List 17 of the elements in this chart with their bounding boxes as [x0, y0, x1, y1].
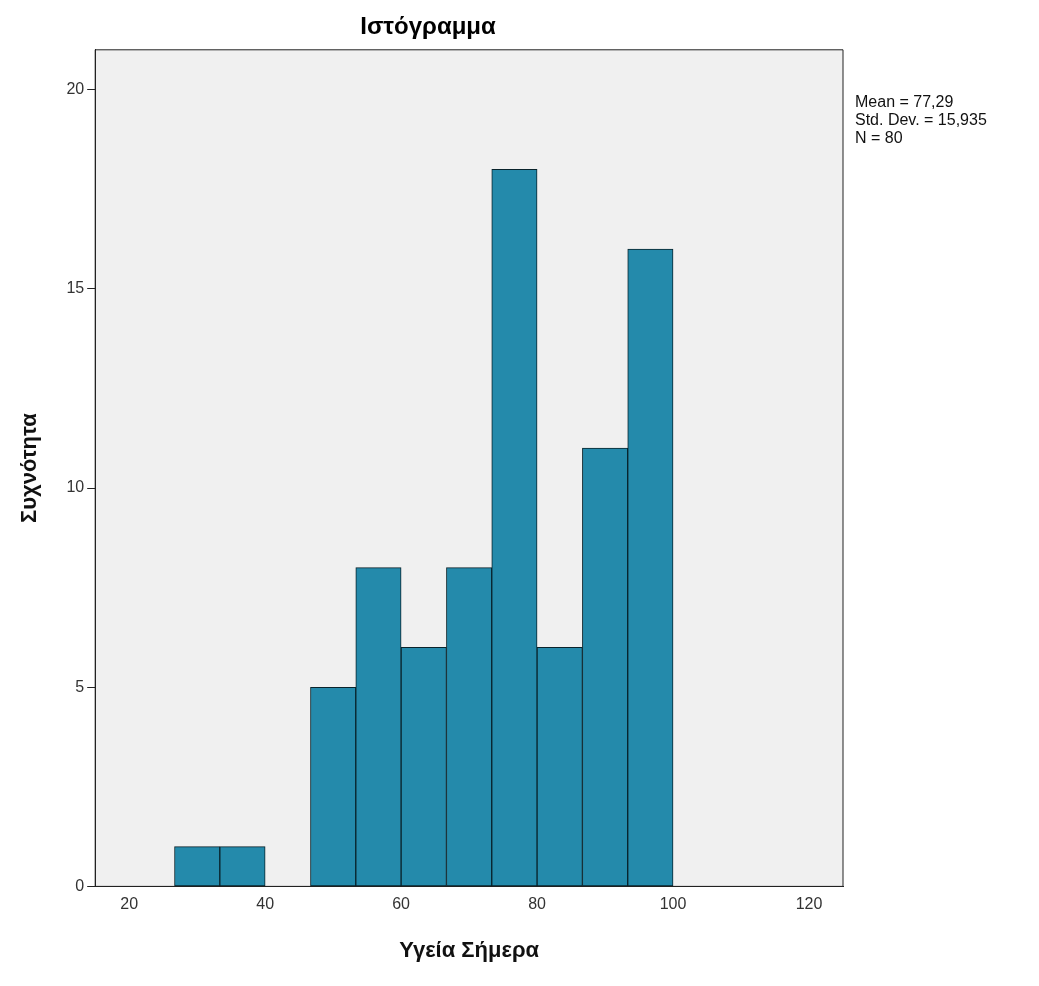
- x-tick-label: 100: [659, 895, 687, 913]
- y-tick-label: 10: [66, 478, 85, 496]
- text: Std. Dev. = 15,935: [855, 111, 987, 129]
- y-tick-label: 15: [66, 279, 85, 297]
- text: Mean = 77,29: [855, 93, 954, 111]
- text: N = 80: [855, 129, 903, 147]
- chart-title: Ιστόγραμμα: [360, 12, 497, 40]
- y-tick-label: 5: [75, 677, 85, 695]
- y-tick-label: 0: [75, 876, 85, 894]
- x-tick-label: 80: [528, 895, 547, 913]
- x-axis-title: Υγεία Σήμερα: [399, 936, 540, 962]
- x-tick-label: 20: [120, 895, 139, 913]
- x-tick-label: 40: [256, 895, 275, 913]
- x-tick-label: 120: [795, 895, 823, 913]
- y-axis-title: Συχνότητα: [16, 412, 42, 523]
- x-tick-label: 60: [392, 895, 411, 913]
- y-tick-label: 20: [66, 80, 85, 98]
